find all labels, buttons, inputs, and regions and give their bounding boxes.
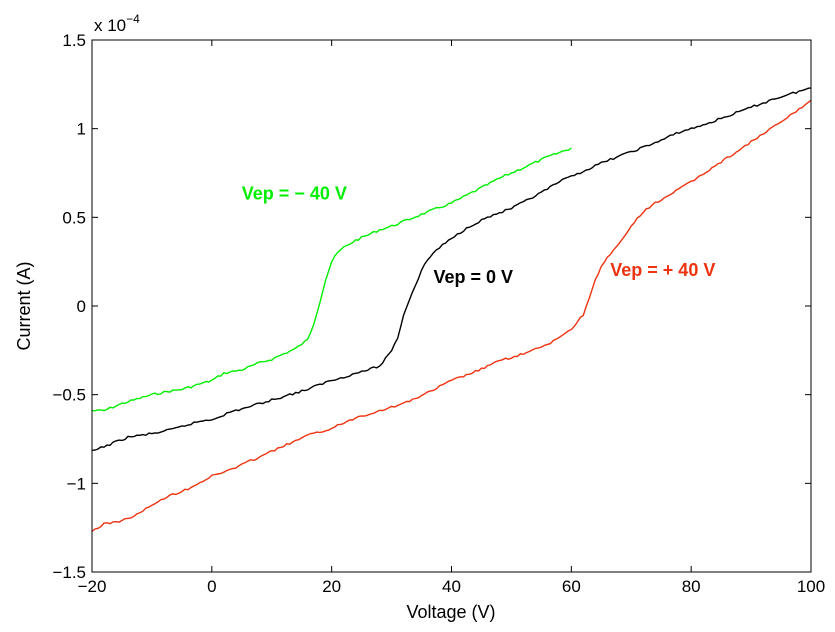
- series-layer: [91, 87, 812, 532]
- x-tick-label: 0: [207, 577, 216, 596]
- y-tick-label: 0.5: [62, 208, 86, 227]
- annotation-layer: Vep = − 40 V Vep = 0 V Vep = + 40 V: [242, 184, 716, 287]
- annotation-vep-minus-40: Vep = − 40 V: [242, 184, 347, 204]
- plot-background: [92, 40, 811, 572]
- y-tick-label: 0: [77, 297, 86, 316]
- x-axis-label: Voltage (V): [406, 602, 495, 622]
- x-tick-label: 100: [797, 577, 825, 596]
- x-tick-label: 40: [442, 577, 461, 596]
- ticks-layer: −20 0 20 40 60 80 100 −1.5 −1 −0.5 0 0.5 1 1.5: [52, 31, 825, 596]
- y-multiplier-exponent: −4: [126, 12, 140, 26]
- annotation-vep-0: Vep = 0 V: [434, 267, 514, 287]
- x-tick-label: 60: [562, 577, 581, 596]
- y-tick-label: −1: [67, 474, 86, 493]
- x-tick-label: 20: [322, 577, 341, 596]
- x-tick-label: −20: [78, 577, 107, 596]
- y-tick-label: −1.5: [52, 563, 86, 582]
- y-axis-label: Current (A): [14, 261, 34, 350]
- y-multiplier-label: x 10−4: [94, 12, 140, 35]
- y-tick-label: 1: [77, 120, 86, 139]
- x-tick-label: 80: [682, 577, 701, 596]
- plot-frame: [91, 39, 812, 573]
- series-line-vep-plus-40: [91, 99, 812, 532]
- y-tick-label: 1.5: [62, 31, 86, 50]
- series-line-vep-0: [91, 87, 812, 451]
- y-tick-label: −0.5: [52, 386, 86, 405]
- annotation-vep-plus-40: Vep = + 40 V: [610, 260, 715, 280]
- series-line-vep-minus-40: [91, 147, 572, 412]
